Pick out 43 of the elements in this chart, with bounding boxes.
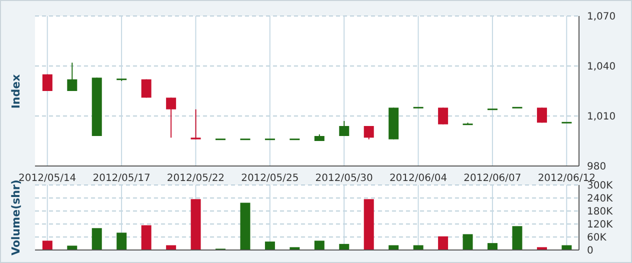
bar — [562, 245, 572, 250]
y-tick-label: 240K — [587, 194, 614, 205]
x-tick-label: 2012/05/17 — [92, 173, 150, 184]
candlestick — [67, 62, 78, 92]
candlestick — [364, 126, 374, 140]
y-tick-label: 1,070 — [587, 12, 616, 23]
bar — [240, 202, 250, 250]
x-tick-label: 2012/06/07 — [464, 173, 522, 184]
candlestick — [190, 108, 201, 140]
x-tick-label: 2012/05/22 — [166, 173, 225, 184]
bar — [92, 228, 102, 250]
candlestick — [339, 120, 350, 136]
bar — [364, 199, 374, 250]
x-tick-label: 2012/05/25 — [241, 173, 299, 184]
bar — [388, 245, 399, 250]
bar — [67, 246, 78, 250]
bar — [488, 243, 498, 250]
bar — [116, 232, 127, 250]
y-axis-title: Index — [10, 74, 23, 108]
y-axis-title: Volume(shr) — [10, 180, 22, 256]
candlestick — [536, 107, 547, 124]
x-tick-label: 2012/05/30 — [315, 173, 373, 184]
y-tick-label: 120K — [587, 220, 614, 231]
y-tick-label: 60K — [587, 232, 607, 244]
bar — [264, 242, 275, 250]
y-tick-label: 1,010 — [587, 112, 616, 123]
y-tick-label: 1,040 — [587, 62, 616, 73]
bar — [413, 245, 424, 250]
y-tick-label: 180K — [587, 206, 614, 218]
bar — [42, 240, 52, 250]
bar — [462, 234, 473, 250]
bar — [314, 240, 324, 250]
bar — [438, 236, 448, 250]
bar — [512, 226, 522, 250]
x-tick-label: 2012/06/04 — [389, 173, 448, 184]
bar — [141, 225, 152, 250]
y-tick-label: 0 — [587, 246, 594, 257]
y-tick-label: 980 — [587, 162, 606, 173]
bar — [190, 199, 201, 250]
bar — [166, 245, 176, 250]
candlestick — [166, 97, 176, 138]
candlestick — [438, 107, 448, 125]
bar — [339, 244, 350, 250]
